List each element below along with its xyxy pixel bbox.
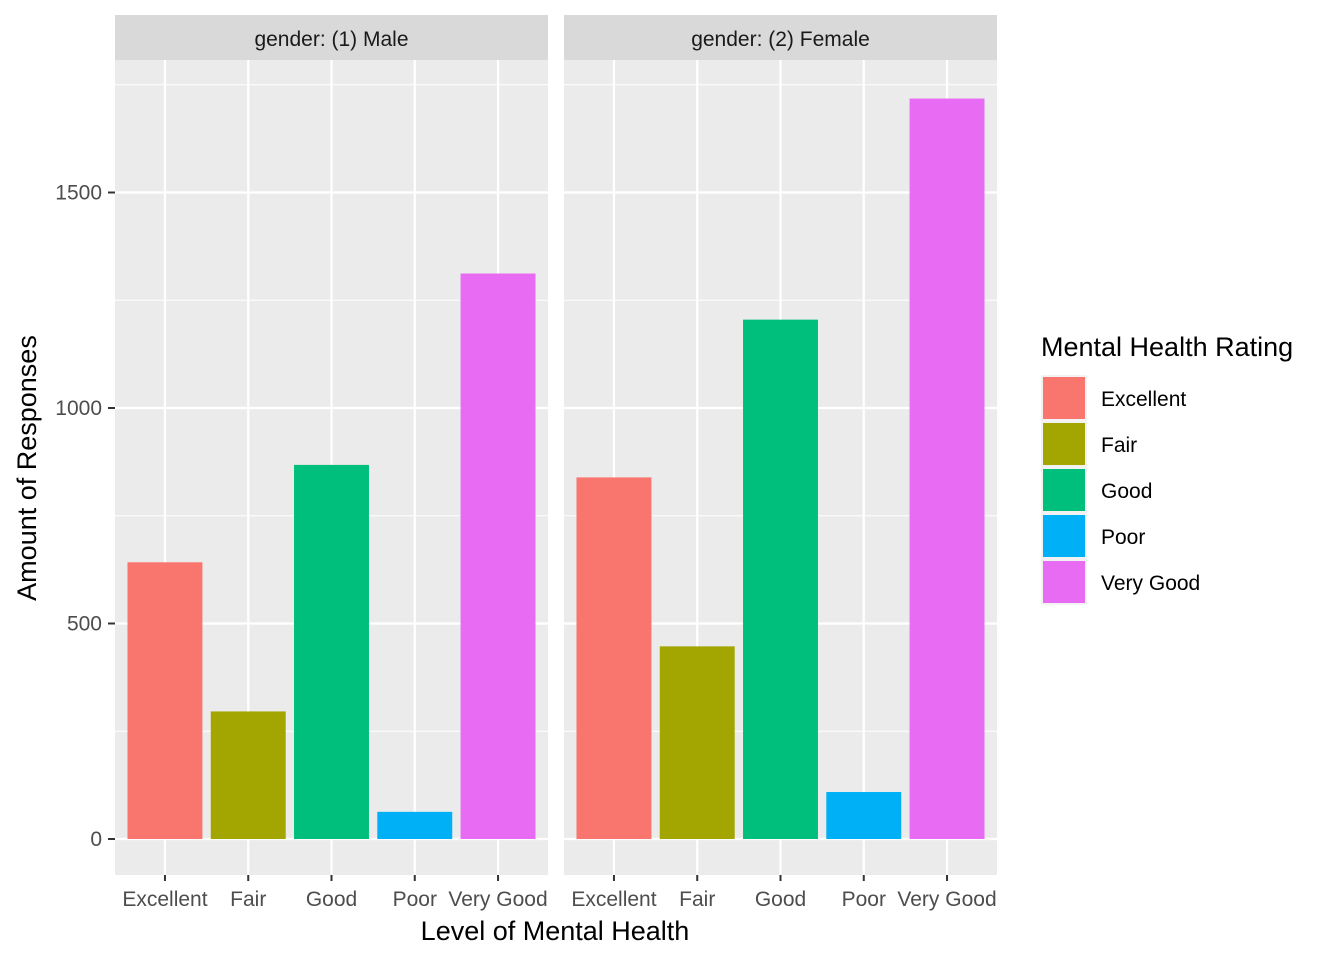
legend-title: Mental Health Rating [1041, 332, 1293, 362]
bar-very-good [909, 98, 985, 840]
facet-panels: gender: (1) Male Excellent Fair Good Poor Ver… [115, 15, 997, 911]
x-axis-title: Level of Mental Health [421, 916, 690, 946]
facet-panel-1: gender: (1) Male Excellent Fair Good Poor Ver… [115, 15, 548, 911]
x-tick-label: Very Good [448, 888, 547, 911]
facet-strip [115, 15, 548, 60]
legend-label: Excellent [1101, 388, 1186, 411]
x-tick-label: Excellent [571, 888, 656, 911]
x-tick-label: Fair [230, 888, 266, 911]
y-tick-label: 1500 [55, 182, 102, 205]
legend-swatch [1043, 423, 1085, 465]
y-tick-label: 500 [67, 613, 102, 636]
facet-panel-2: gender: (2) Female Excellent Fair Good Poor V… [564, 15, 997, 911]
y-tick-label: 1000 [55, 397, 102, 420]
legend-swatch [1043, 377, 1085, 419]
legend-label: Poor [1101, 526, 1145, 549]
legend-label: Very Good [1101, 572, 1200, 595]
legend-swatch [1043, 469, 1085, 511]
legend: Mental Health Rating Excellent Fair Good Po… [1041, 332, 1293, 605]
facet-strip [564, 15, 997, 60]
y-tick-label: 0 [90, 828, 102, 851]
legend-item: Poor [1041, 513, 1145, 559]
bar-poor [826, 792, 902, 839]
legend-item: Fair [1041, 421, 1137, 467]
x-tick-label: Fair [679, 888, 715, 911]
bar-fair [210, 711, 286, 839]
bar-good [294, 464, 369, 839]
x-tick-label: Very Good [897, 888, 996, 911]
bar-good [743, 319, 818, 839]
bar-poor [377, 811, 453, 839]
x-tick-label: Excellent [122, 888, 207, 911]
legend-swatch [1043, 515, 1085, 557]
y-axis-title: Amount of Responses [12, 335, 42, 601]
bar-excellent [576, 477, 652, 839]
facet-strip-label: gender: (2) Female [691, 28, 870, 51]
legend-items: Excellent Fair Good Poor Very Good [1041, 375, 1200, 605]
bar-very-good [460, 273, 536, 839]
legend-item: Excellent [1041, 375, 1186, 421]
legend-label: Good [1101, 480, 1152, 503]
x-tick-label: Good [755, 888, 806, 911]
bar-excellent [127, 562, 203, 839]
legend-item: Very Good [1041, 559, 1200, 605]
y-axis: 0 500 1000 1500 [55, 182, 115, 851]
legend-item: Good [1041, 467, 1152, 513]
x-tick-label: Poor [393, 888, 437, 911]
legend-swatch [1043, 561, 1085, 603]
facet-strip-label: gender: (1) Male [254, 28, 408, 51]
x-tick-label: Poor [842, 888, 886, 911]
bar-fair [659, 646, 735, 839]
legend-label: Fair [1101, 434, 1137, 457]
x-tick-label: Good [306, 888, 357, 911]
